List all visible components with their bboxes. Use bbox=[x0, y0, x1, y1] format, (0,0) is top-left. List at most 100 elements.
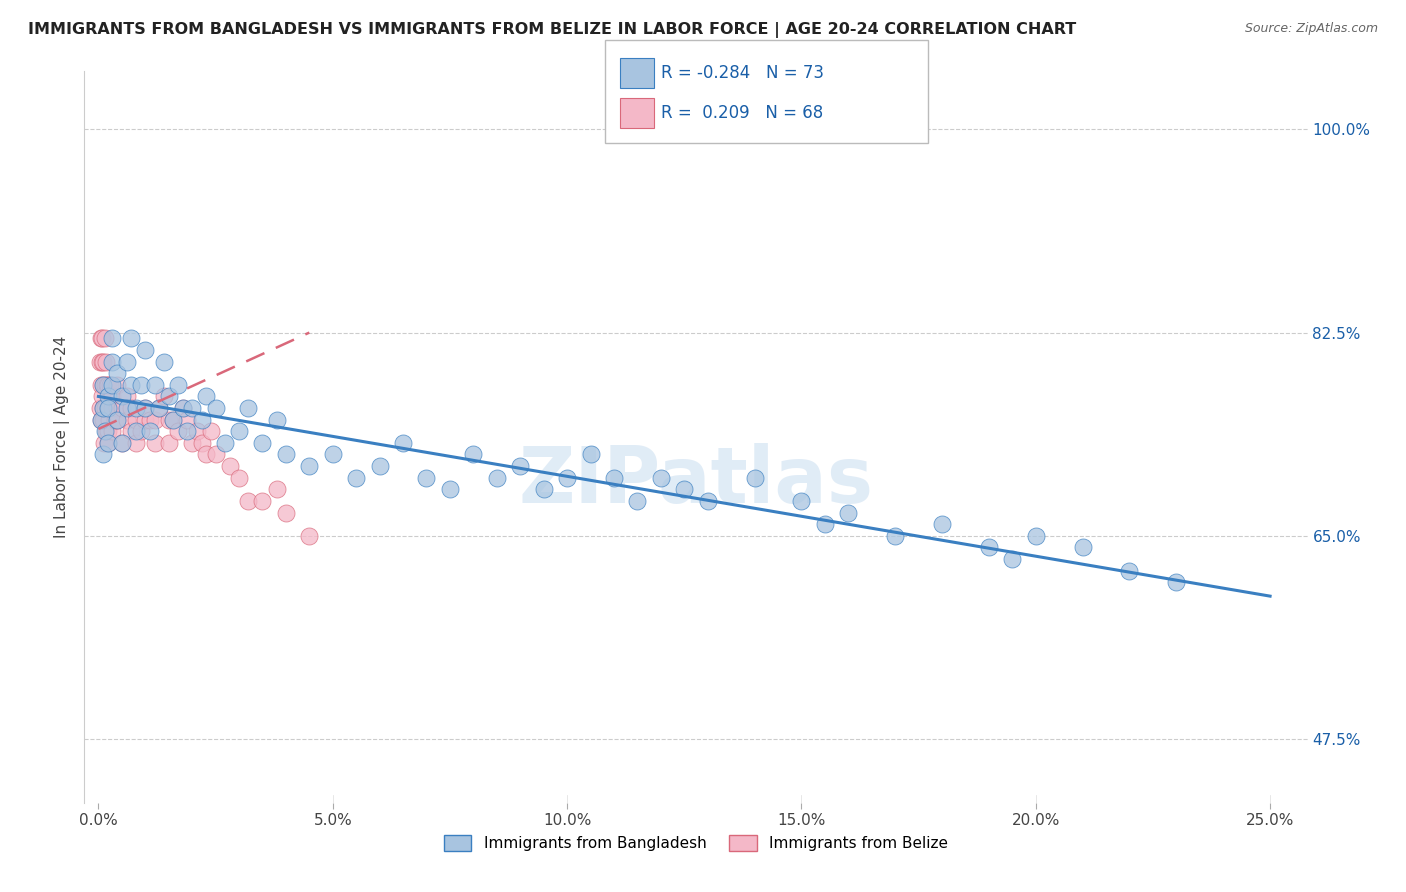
Point bbox=[214, 436, 236, 450]
Point bbox=[143, 412, 166, 426]
Point bbox=[153, 389, 176, 403]
Point bbox=[200, 424, 222, 438]
Point bbox=[579, 448, 602, 462]
Point bbox=[167, 377, 190, 392]
Point bbox=[181, 436, 204, 450]
Point bbox=[1025, 529, 1047, 543]
Point bbox=[98, 377, 121, 392]
Point bbox=[322, 448, 344, 462]
Point bbox=[98, 412, 121, 426]
Point bbox=[1118, 564, 1140, 578]
Point bbox=[115, 412, 138, 426]
Point bbox=[696, 494, 718, 508]
Point bbox=[603, 471, 626, 485]
Point bbox=[125, 401, 148, 415]
Point bbox=[101, 424, 124, 438]
Point bbox=[533, 483, 555, 497]
Point bbox=[97, 401, 120, 415]
Point bbox=[176, 412, 198, 426]
Point bbox=[148, 401, 170, 415]
Point bbox=[125, 412, 148, 426]
Point bbox=[115, 401, 138, 415]
Point bbox=[94, 424, 117, 438]
Point bbox=[157, 389, 180, 403]
Point bbox=[1166, 575, 1188, 590]
Point bbox=[143, 436, 166, 450]
Point bbox=[790, 494, 813, 508]
Point bbox=[143, 377, 166, 392]
Point bbox=[97, 401, 120, 415]
Point bbox=[555, 471, 578, 485]
Point bbox=[157, 436, 180, 450]
Point bbox=[190, 412, 212, 426]
Legend: Immigrants from Bangladesh, Immigrants from Belize: Immigrants from Bangladesh, Immigrants f… bbox=[437, 830, 955, 857]
Point bbox=[392, 436, 415, 450]
Point bbox=[252, 494, 274, 508]
Point bbox=[101, 331, 124, 345]
Point bbox=[101, 389, 124, 403]
Text: IMMIGRANTS FROM BANGLADESH VS IMMIGRANTS FROM BELIZE IN LABOR FORCE | AGE 20-24 : IMMIGRANTS FROM BANGLADESH VS IMMIGRANTS… bbox=[28, 22, 1077, 38]
Point bbox=[91, 401, 114, 415]
Point bbox=[415, 471, 437, 485]
Point bbox=[238, 401, 260, 415]
Point bbox=[139, 424, 162, 438]
Point bbox=[97, 436, 120, 450]
Point bbox=[153, 354, 176, 368]
Point bbox=[368, 459, 391, 474]
Point bbox=[97, 377, 120, 392]
Point bbox=[93, 436, 115, 450]
Point bbox=[97, 401, 120, 415]
Point bbox=[105, 412, 128, 426]
Point bbox=[931, 517, 953, 532]
Point bbox=[91, 377, 114, 392]
Point bbox=[274, 506, 297, 520]
Point bbox=[1001, 552, 1024, 566]
Point bbox=[91, 354, 114, 368]
Point bbox=[157, 412, 180, 426]
Point bbox=[105, 401, 128, 415]
Point bbox=[167, 424, 190, 438]
Point bbox=[120, 401, 142, 415]
Point bbox=[228, 424, 250, 438]
Point bbox=[120, 331, 142, 345]
Point bbox=[162, 412, 184, 426]
Point bbox=[90, 412, 112, 426]
Point bbox=[172, 401, 194, 415]
Point bbox=[673, 483, 696, 497]
Point bbox=[91, 448, 114, 462]
Point bbox=[190, 436, 212, 450]
Point bbox=[650, 471, 672, 485]
Point bbox=[266, 483, 288, 497]
Point bbox=[97, 389, 120, 403]
Point bbox=[172, 401, 194, 415]
Text: R = -0.284   N = 73: R = -0.284 N = 73 bbox=[661, 64, 824, 82]
Point bbox=[115, 389, 138, 403]
Point bbox=[162, 412, 184, 426]
Point bbox=[204, 401, 226, 415]
Point bbox=[218, 459, 240, 474]
Point bbox=[91, 377, 114, 392]
Point bbox=[105, 377, 128, 392]
Point bbox=[439, 483, 461, 497]
Point bbox=[90, 412, 112, 426]
Point bbox=[105, 412, 128, 426]
Point bbox=[238, 494, 260, 508]
Point bbox=[463, 448, 485, 462]
Point bbox=[91, 401, 114, 415]
Point bbox=[91, 412, 114, 426]
Point bbox=[485, 471, 508, 485]
Point bbox=[115, 354, 138, 368]
Point bbox=[111, 436, 134, 450]
Point bbox=[125, 424, 148, 438]
Point bbox=[93, 331, 115, 345]
Point bbox=[97, 424, 120, 438]
Point bbox=[228, 471, 250, 485]
Point bbox=[195, 448, 218, 462]
Point bbox=[134, 401, 156, 415]
Point bbox=[509, 459, 531, 474]
Point bbox=[90, 377, 112, 392]
Point bbox=[125, 436, 148, 450]
Text: Source: ZipAtlas.com: Source: ZipAtlas.com bbox=[1244, 22, 1378, 36]
Point bbox=[837, 506, 859, 520]
Point bbox=[94, 377, 117, 392]
